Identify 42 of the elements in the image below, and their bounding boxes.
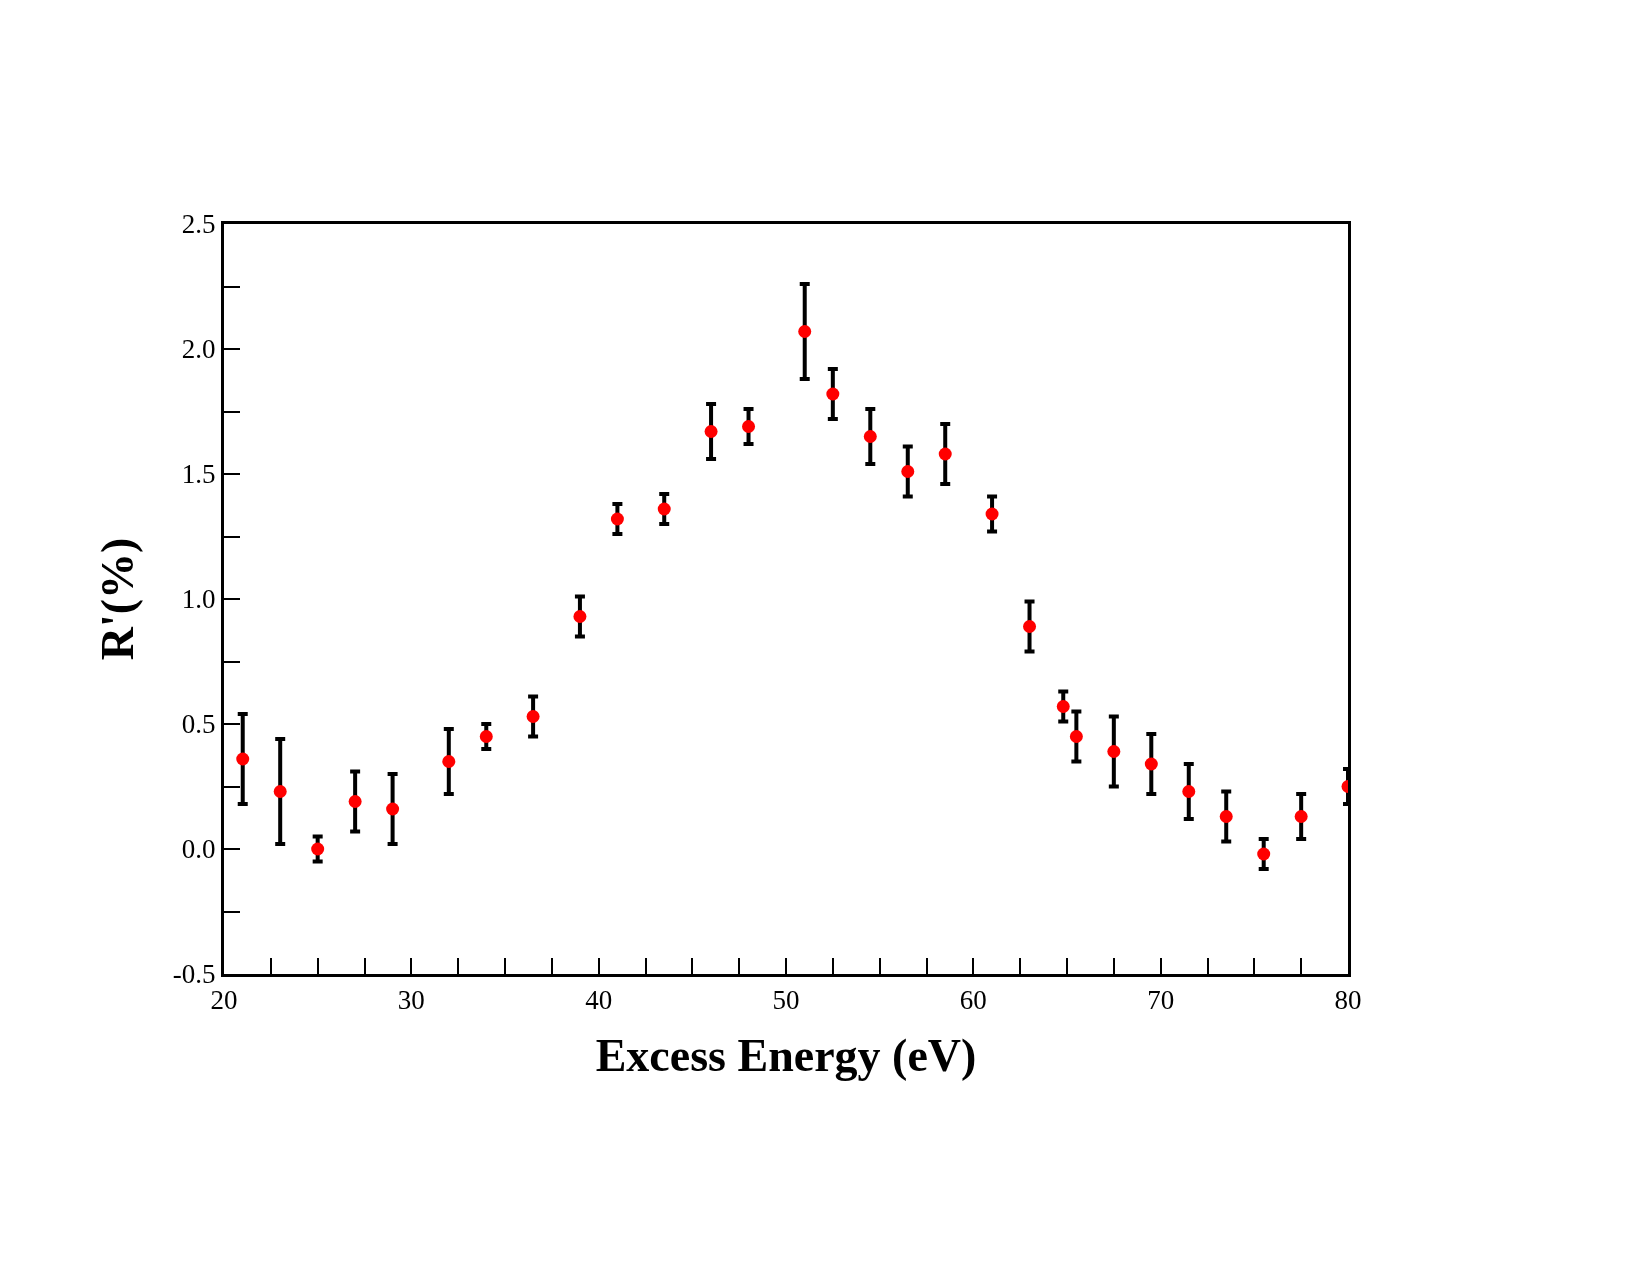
x-tick-label: 40 — [585, 985, 613, 1016]
point — [901, 465, 915, 478]
point — [985, 507, 999, 521]
point — [442, 755, 456, 768]
y-tick-label: 1.5 — [181, 459, 216, 490]
point — [1219, 810, 1233, 823]
point — [1056, 700, 1070, 713]
point — [573, 610, 587, 623]
point — [1023, 620, 1037, 633]
x-axis-title: Excess Energy (eV) — [595, 1030, 977, 1082]
point — [1294, 810, 1308, 823]
point — [610, 512, 624, 526]
point — [236, 752, 250, 766]
point — [798, 325, 812, 338]
point — [938, 447, 952, 461]
point — [386, 802, 400, 816]
y-tick-label: 0.0 — [181, 834, 216, 865]
point — [1257, 847, 1271, 861]
point — [479, 730, 493, 743]
point — [1144, 757, 1158, 771]
y-tick-label: 2.5 — [181, 209, 216, 240]
x-tick-label: 60 — [959, 985, 987, 1016]
point — [742, 420, 756, 433]
point — [1182, 785, 1196, 798]
x-tick-label: 80 — [1334, 985, 1362, 1016]
point — [1107, 745, 1121, 758]
y-tick-label: 0.5 — [181, 709, 216, 740]
point — [826, 387, 840, 401]
point — [273, 785, 287, 798]
point — [526, 710, 540, 723]
y-axis-title: R'(%) — [92, 537, 144, 661]
x-tick-label: 50 — [772, 985, 800, 1016]
point — [348, 795, 362, 808]
point — [311, 842, 325, 856]
x-tick-label: 30 — [397, 985, 425, 1016]
point — [1069, 730, 1083, 743]
y-tick-label: 2.0 — [181, 334, 216, 365]
point — [863, 430, 877, 443]
x-tick-label: 70 — [1147, 985, 1175, 1016]
point — [657, 502, 671, 516]
y-tick-label: 1.0 — [181, 584, 216, 615]
point — [704, 425, 718, 438]
